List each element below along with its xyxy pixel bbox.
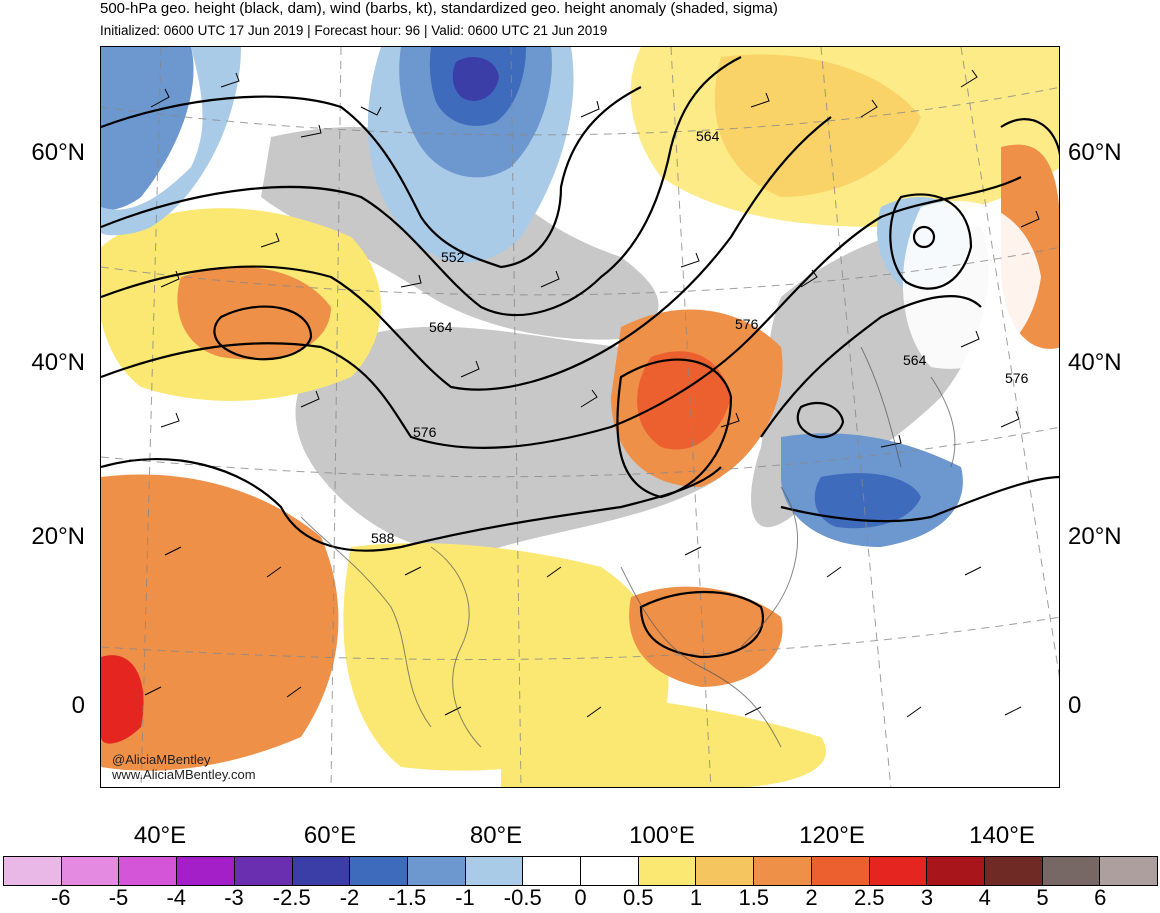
colorbar-swatch <box>581 857 639 885</box>
shade-orange-seasia <box>629 586 783 687</box>
contour-label: 576 <box>413 424 437 440</box>
contour-label: 588 <box>371 530 395 546</box>
contour-label: 576 <box>735 316 759 332</box>
credit-handle: @AliciaMBentley <box>112 752 211 767</box>
contour-labels: 552 564 564 576 576 564 576 588 <box>371 128 1029 546</box>
lat-label-60n-left: 60°N <box>31 139 85 166</box>
shade-yellow-south <box>501 694 826 787</box>
contour-label: 564 <box>429 319 453 335</box>
colorbar-label: 0.5 <box>622 885 654 910</box>
colorbar-swatch <box>177 857 235 885</box>
colorbar-swatch <box>869 857 928 885</box>
colorbar-swatch <box>61 857 120 885</box>
colorbar-swatch <box>4 857 62 885</box>
colorbar-swatch <box>696 857 755 885</box>
colorbar-swatch <box>811 857 870 885</box>
lat-label-20n-right: 20°N <box>1068 523 1122 550</box>
shade-lightblue-scandinavia <box>101 47 241 236</box>
contour-label: 552 <box>441 249 465 265</box>
lon-label-100e: 100°E <box>629 822 695 849</box>
lon-label-140e: 140°E <box>969 822 1035 849</box>
lon-label-60e: 60°E <box>303 822 357 849</box>
height-contours <box>101 56 1059 659</box>
colorbar-label: 5 <box>1036 885 1049 910</box>
colorbar-label: 6 <box>1094 885 1107 910</box>
weather-map: 552 564 564 576 576 564 576 588 <box>100 46 1060 788</box>
contour-label: 576 <box>1005 370 1029 386</box>
lat-label-0-right: 0 <box>1068 692 1082 719</box>
lat-label-60n-right: 60°N <box>1068 139 1122 166</box>
lat-label-0-left: 0 <box>71 692 85 719</box>
colorbar-label: -2 <box>339 885 360 910</box>
shade-red-mongolia <box>637 351 731 450</box>
colorbar-label: -3 <box>224 885 244 910</box>
contour-label: 564 <box>696 128 720 144</box>
lat-label-40n-right: 40°N <box>1068 349 1122 376</box>
colorbar-swatch <box>119 857 178 885</box>
map-svg: 552 564 564 576 576 564 576 588 <box>101 47 1059 787</box>
colorbar <box>3 856 1158 886</box>
shade-yellow-siberia <box>630 47 1059 227</box>
lon-label-80e: 80°E <box>469 822 523 849</box>
colorbar-label: 1 <box>689 885 703 910</box>
shade-orange-arabia <box>101 474 339 771</box>
chart-subtitle: Initialized: 0600 UTC 17 Jun 2019 | Fore… <box>100 23 608 38</box>
chart-title: 500-hPa geo. height (black, dam), wind (… <box>100 0 778 17</box>
shade-purple-center <box>452 57 499 101</box>
colorbar-label: 2 <box>805 885 818 910</box>
colorbar-label: 2.5 <box>853 885 885 910</box>
colorbar-label: 3 <box>920 885 934 910</box>
lat-label-20n-left: 20°N <box>31 523 85 550</box>
shade-darkblue-japan-south <box>814 473 921 529</box>
shade-red-africa <box>101 655 144 744</box>
colorbar-label: 4 <box>978 885 991 910</box>
colorbar-label: -1.5 <box>388 885 427 910</box>
colorbar-swatch <box>523 857 582 885</box>
lat-label-40n-left: 40°N <box>31 349 85 376</box>
colorbar-swatch <box>754 857 812 885</box>
colorbar-swatch <box>465 857 524 885</box>
colorbar-swatch <box>407 857 466 885</box>
wind-barbs <box>144 69 1040 718</box>
shade-blue-scandinavia <box>101 47 194 210</box>
colorbar-label: -5 <box>108 885 129 910</box>
colorbar-swatch <box>292 857 351 885</box>
colorbar-label: 1.5 <box>738 885 770 910</box>
colorbar-swatch <box>1100 857 1158 885</box>
colorbar-label: -2.5 <box>272 885 311 910</box>
shade-white-north-east <box>902 200 1041 369</box>
colorbar-swatch <box>927 857 985 885</box>
lon-label-40e: 40°E <box>133 822 187 849</box>
colorbar-swatch <box>638 857 697 885</box>
anomaly-shading <box>101 47 1059 787</box>
colorbar-label: 0 <box>574 885 587 910</box>
colorbar-swatch <box>1042 857 1101 885</box>
colorbar-label: -0.5 <box>503 885 542 910</box>
colorbar-label: -6 <box>50 885 71 910</box>
colorbar-swatch <box>350 857 408 885</box>
colorbar-label: -4 <box>166 885 187 910</box>
colorbar-swatch <box>234 857 293 885</box>
coastlines <box>300 346 956 748</box>
contour-label: 564 <box>903 352 927 368</box>
colorbar-label: -1 <box>455 885 475 910</box>
credit-site: www.AliciaMBentley.com <box>112 767 256 782</box>
lon-label-120e: 120°E <box>799 822 865 849</box>
colorbar-swatch <box>984 857 1043 885</box>
